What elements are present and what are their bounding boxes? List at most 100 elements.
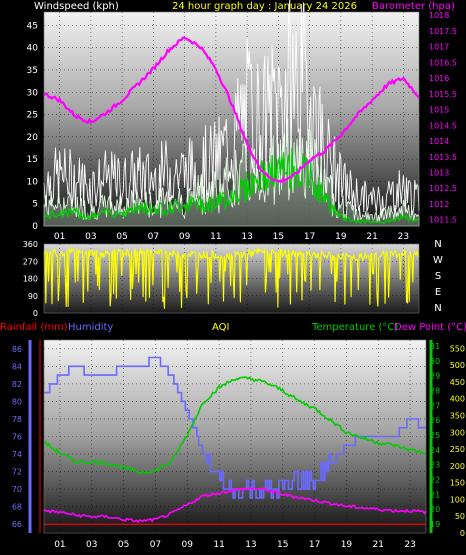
dir-ytick-90: 90	[28, 292, 38, 301]
temp-ytick-24: 24	[430, 446, 440, 455]
th-xtick-13: 13	[245, 540, 256, 550]
temp-ytick-31: 31	[430, 342, 440, 351]
wind-xtick-09: 09	[179, 232, 191, 242]
th-xtick-21: 21	[373, 540, 384, 550]
aqi-ytick-50: 50	[455, 512, 465, 521]
temp-ytick-20: 20	[430, 505, 440, 514]
temp-ytick-23: 23	[430, 461, 440, 470]
wind-xtick-03: 03	[85, 232, 96, 242]
humidity-ytick-66: 66	[12, 520, 22, 529]
wind-ytick-10: 10	[27, 177, 39, 187]
humidity-label: Humidity	[68, 322, 113, 333]
th-xtick-01: 01	[54, 540, 65, 550]
humidity-ytick-82: 82	[12, 380, 22, 389]
temp-ytick-21: 21	[430, 490, 440, 499]
wind-xtick-17: 17	[304, 232, 315, 242]
temp-ytick-22: 22	[430, 476, 440, 485]
wind-xtick-15: 15	[273, 232, 284, 242]
aqi-ytick-250: 250	[450, 445, 465, 454]
wind-xtick-23: 23	[398, 232, 409, 242]
temp-ytick-19: 19	[430, 520, 440, 529]
wind-ytick-15: 15	[27, 155, 38, 165]
baro-ytick-1017: 1017	[429, 43, 449, 52]
wind-xtick-19: 19	[335, 232, 347, 242]
gust-line	[43, 0, 420, 216]
wind-xtick-11: 11	[210, 232, 221, 242]
temp-ytick-28: 28	[430, 386, 440, 395]
wind-ytick-45: 45	[27, 21, 38, 31]
th-xtick-15: 15	[277, 540, 288, 550]
th-xtick-17: 17	[309, 540, 320, 550]
dewpoint-label: Dew Point (°C)	[394, 322, 466, 333]
wind-ytick-0: 0	[32, 222, 38, 232]
temp-ytick-25: 25	[430, 431, 440, 440]
baro-ytick-1015: 1015	[429, 106, 449, 115]
wind-xtick-13: 13	[241, 232, 252, 242]
th-xtick-03: 03	[86, 540, 97, 550]
aqi-ytick-350: 350	[450, 412, 465, 421]
aqi-ytick-150: 150	[450, 479, 465, 488]
humidity-ytick-80: 80	[12, 397, 22, 406]
humidity-ytick-72: 72	[12, 468, 22, 477]
chart-title: 24 hour graph day : January 24 2026	[172, 1, 357, 12]
aqi-ytick-550: 550	[450, 344, 465, 353]
baro-ytick-1018: 1018	[429, 11, 449, 20]
humidity-ytick-86: 86	[12, 345, 22, 354]
wind-xtick-05: 05	[116, 232, 127, 242]
average-wind-line	[43, 147, 420, 226]
wind-ytick-30: 30	[27, 88, 39, 98]
baro-ytick-1012: 1012	[429, 200, 449, 209]
humidity-ytick-70: 70	[12, 485, 22, 494]
humidity-ytick-78: 78	[12, 415, 22, 424]
humidity-ytick-68: 68	[12, 503, 22, 512]
aqi-ytick-400: 400	[450, 395, 465, 404]
wind-ytick-40: 40	[27, 44, 39, 54]
baro-ytick-1015.5: 1015.5	[429, 90, 457, 99]
humidity-ytick-74: 74	[12, 450, 22, 459]
baro-ytick-1013.5: 1013.5	[429, 153, 457, 162]
wind-direction-line	[43, 246, 420, 309]
aqi-ytick-0: 0	[460, 529, 465, 538]
barometer-line	[43, 36, 420, 184]
th-xtick-05: 05	[118, 540, 129, 550]
compass-label-3: E	[435, 287, 441, 298]
compass-label-2: S	[435, 271, 441, 282]
baro-ytick-1013: 1013	[429, 169, 449, 178]
temp-ytick-30: 30	[430, 357, 440, 366]
aqi-ytick-200: 200	[450, 462, 465, 471]
wind-ytick-20: 20	[27, 133, 39, 143]
dir-ytick-180: 180	[23, 275, 38, 284]
temp-ytick-27: 27	[430, 401, 440, 410]
baro-ytick-1012.5: 1012.5	[429, 184, 457, 193]
temp-ytick-26: 26	[430, 416, 440, 425]
temperature-label: Temperature (°C)	[311, 322, 398, 333]
th-xtick-07: 07	[150, 540, 161, 550]
compass-label-0: N	[434, 239, 441, 250]
baro-ytick-1017.5: 1017.5	[429, 27, 457, 36]
th-frame	[43, 339, 427, 534]
baro-ytick-1014.5: 1014.5	[429, 121, 457, 130]
aqi-ytick-100: 100	[450, 495, 465, 504]
th-xtick-11: 11	[213, 540, 224, 550]
th-xtick-19: 19	[341, 540, 353, 550]
dir-frame	[43, 243, 420, 314]
windspeed-title: Windspeed (kph)	[34, 1, 119, 12]
humidity-ytick-76: 76	[12, 433, 22, 442]
th-xtick-09: 09	[182, 540, 194, 550]
dewpoint-line	[43, 486, 427, 524]
wind-frame	[43, 11, 420, 227]
baro-ytick-1016: 1016	[429, 74, 449, 83]
wind-xtick-07: 07	[148, 232, 159, 242]
dir-ytick-0: 0	[33, 309, 38, 318]
dir-ytick-360: 360	[23, 240, 38, 249]
baro-ytick-1016.5: 1016.5	[429, 58, 457, 67]
dir-ytick-270: 270	[23, 257, 38, 266]
aqi-ytick-300: 300	[450, 428, 465, 437]
wind-ytick-25: 25	[27, 111, 38, 121]
wind-xtick-01: 01	[54, 232, 65, 242]
th-xtick-23: 23	[404, 540, 415, 550]
wind-xtick-21: 21	[366, 232, 377, 242]
aqi-ytick-500: 500	[450, 361, 465, 370]
